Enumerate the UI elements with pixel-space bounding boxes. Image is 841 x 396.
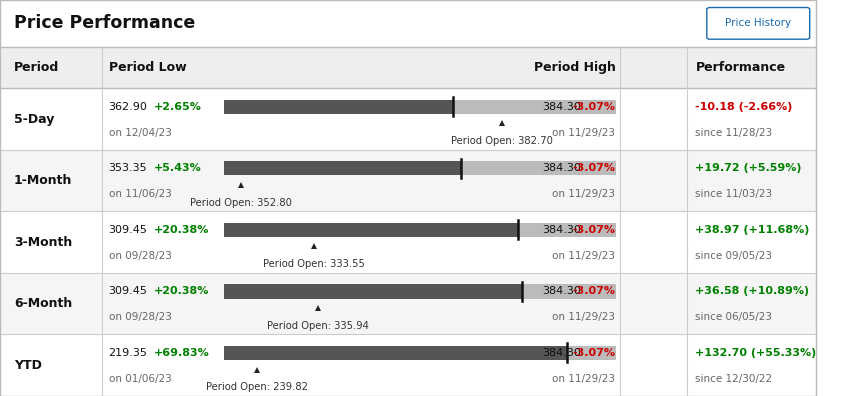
Text: Period Open: 333.55: Period Open: 333.55 xyxy=(263,259,365,269)
Text: since 09/05/23: since 09/05/23 xyxy=(696,251,772,261)
Text: -3.07%: -3.07% xyxy=(573,163,616,173)
Text: on 11/06/23: on 11/06/23 xyxy=(108,189,172,199)
Text: on 11/29/23: on 11/29/23 xyxy=(553,189,616,199)
Text: since 06/05/23: since 06/05/23 xyxy=(696,312,772,322)
Bar xyxy=(461,161,616,175)
Bar xyxy=(225,161,461,175)
Text: Period Open: 239.82: Period Open: 239.82 xyxy=(206,382,308,392)
Text: +5.43%: +5.43% xyxy=(153,163,201,173)
Bar xyxy=(0,0,817,47)
Bar xyxy=(518,223,616,237)
Text: +38.97 (+11.68%): +38.97 (+11.68%) xyxy=(696,225,810,235)
Text: 309.45: 309.45 xyxy=(108,225,147,235)
Text: +20.38%: +20.38% xyxy=(153,286,209,296)
Text: on 09/28/23: on 09/28/23 xyxy=(108,251,172,261)
Bar xyxy=(453,100,616,114)
Text: Period Open: 352.80: Period Open: 352.80 xyxy=(190,198,292,208)
Text: +2.65%: +2.65% xyxy=(153,102,201,112)
Text: YTD: YTD xyxy=(13,359,42,372)
Text: since 12/30/22: since 12/30/22 xyxy=(696,374,773,384)
Text: 1-Month: 1-Month xyxy=(13,174,72,187)
Text: on 11/29/23: on 11/29/23 xyxy=(553,128,616,138)
Bar xyxy=(225,346,568,360)
Text: on 11/29/23: on 11/29/23 xyxy=(553,374,616,384)
Bar xyxy=(0,335,817,396)
Text: +132.70 (+55.33%): +132.70 (+55.33%) xyxy=(696,348,817,358)
Bar xyxy=(0,47,817,88)
Text: -3.07%: -3.07% xyxy=(573,286,616,296)
Text: 3-Month: 3-Month xyxy=(13,236,72,249)
Bar xyxy=(568,346,616,360)
Text: 6-Month: 6-Month xyxy=(13,297,72,310)
Text: 384.30: 384.30 xyxy=(542,163,581,173)
FancyBboxPatch shape xyxy=(706,8,810,39)
Text: 362.90: 362.90 xyxy=(108,102,147,112)
Text: Performance: Performance xyxy=(696,61,785,74)
Text: 384.30: 384.30 xyxy=(542,225,581,235)
Text: since 11/03/23: since 11/03/23 xyxy=(696,189,773,199)
Text: 384.30: 384.30 xyxy=(542,102,581,112)
Text: +19.72 (+5.59%): +19.72 (+5.59%) xyxy=(696,163,802,173)
Text: +69.83%: +69.83% xyxy=(153,348,209,358)
Bar xyxy=(0,273,817,335)
Bar xyxy=(0,88,817,150)
Text: -3.07%: -3.07% xyxy=(573,225,616,235)
Text: -10.18 (-2.66%): -10.18 (-2.66%) xyxy=(696,102,793,112)
Bar xyxy=(225,284,522,299)
Text: 309.45: 309.45 xyxy=(108,286,147,296)
Text: Period High: Period High xyxy=(533,61,616,74)
Bar xyxy=(225,223,518,237)
Text: Period: Period xyxy=(13,61,59,74)
Text: -3.07%: -3.07% xyxy=(573,348,616,358)
Bar xyxy=(0,211,817,273)
Text: on 12/04/23: on 12/04/23 xyxy=(108,128,172,138)
Text: on 09/28/23: on 09/28/23 xyxy=(108,312,172,322)
Text: +20.38%: +20.38% xyxy=(153,225,209,235)
Text: on 11/29/23: on 11/29/23 xyxy=(553,251,616,261)
Text: 219.35: 219.35 xyxy=(108,348,147,358)
Text: Period Open: 335.94: Period Open: 335.94 xyxy=(267,321,369,331)
Text: 384.30: 384.30 xyxy=(542,348,581,358)
Text: 353.35: 353.35 xyxy=(108,163,147,173)
Text: Price History: Price History xyxy=(725,18,791,29)
Text: +36.58 (+10.89%): +36.58 (+10.89%) xyxy=(696,286,810,296)
Text: 5-Day: 5-Day xyxy=(13,112,55,126)
Text: Price Performance: Price Performance xyxy=(13,14,195,32)
Text: since 11/28/23: since 11/28/23 xyxy=(696,128,773,138)
Text: on 01/06/23: on 01/06/23 xyxy=(108,374,172,384)
Text: on 11/29/23: on 11/29/23 xyxy=(553,312,616,322)
Bar xyxy=(225,100,453,114)
Text: Period Open: 382.70: Period Open: 382.70 xyxy=(451,136,553,146)
Text: 384.30: 384.30 xyxy=(542,286,581,296)
Text: -3.07%: -3.07% xyxy=(573,102,616,112)
Bar xyxy=(522,284,616,299)
Bar xyxy=(0,150,817,211)
Text: Period Low: Period Low xyxy=(108,61,186,74)
